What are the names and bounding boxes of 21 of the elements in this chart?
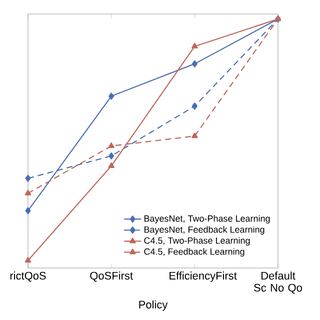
point <box>24 190 32 196</box>
point <box>192 132 198 138</box>
x-axis-title: Policy <box>139 300 168 311</box>
x-tick-label: QoSFirst <box>90 272 133 282</box>
point <box>108 142 114 148</box>
legend-label: C4.5, Feedback Learning <box>144 248 244 257</box>
point <box>192 60 198 68</box>
point <box>108 162 114 168</box>
x-tick-label: EfficiencyFirst <box>170 272 237 282</box>
point <box>108 92 114 100</box>
legend-label: C4.5, Two-Phase Learning <box>144 237 250 246</box>
x-tick-label: Default Sc No Qo <box>254 272 302 294</box>
point <box>25 174 31 182</box>
point <box>192 102 198 110</box>
point <box>24 256 32 263</box>
legend-label: BayesNet, Two-Phase Learning <box>144 215 270 224</box>
point <box>192 42 198 48</box>
point <box>108 152 114 160</box>
x-tick-label: rictQoS <box>10 272 46 282</box>
point <box>25 207 31 214</box>
legend-label: BayesNet, Feedback Learning <box>144 226 264 235</box>
